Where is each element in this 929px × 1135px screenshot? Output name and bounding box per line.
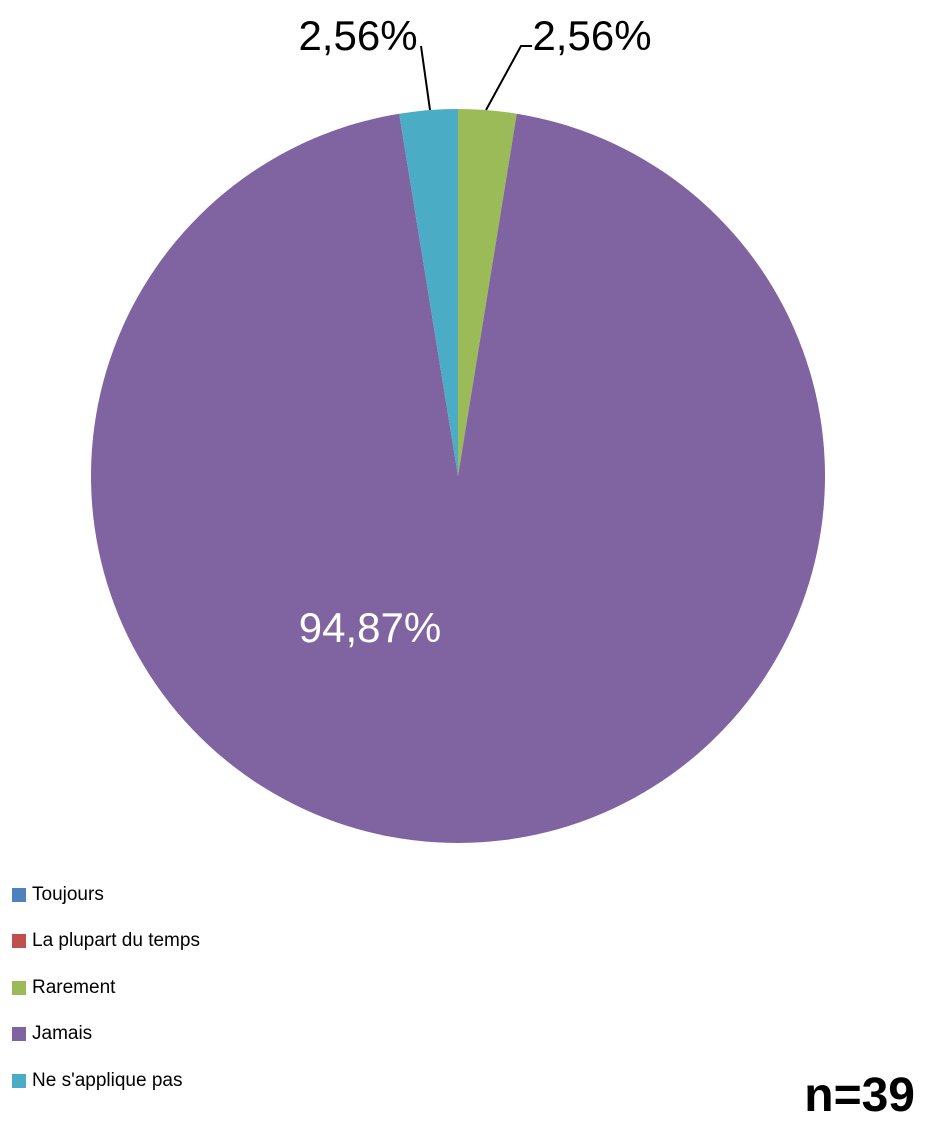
pie-chart: 2,56% 94,87% 2,56%: [90, 12, 826, 843]
legend-swatch: [12, 934, 26, 948]
pie-slice-jamais: [90, 113, 826, 843]
legend: Toujours La plupart du temps Rarement Jamai…: [12, 883, 200, 1116]
data-label-jamais: 94,87%: [299, 604, 441, 651]
legend-swatch: [12, 1073, 26, 1088]
data-labels: 2,56% 94,87% 2,56%: [298, 12, 651, 651]
pie-slice-rarement: [458, 109, 517, 476]
leader-line-rarement: [485, 45, 532, 111]
legend-item-ne-s-applique-pas: Ne s'applique pas: [12, 1069, 200, 1092]
legend-swatch: [12, 1027, 26, 1041]
legend-item-jamais: Jamais: [12, 1023, 200, 1046]
legend-item-toujours: Toujours: [12, 883, 200, 906]
legend-label: Jamais: [32, 1023, 93, 1044]
sample-size-label: n=39: [804, 1069, 915, 1122]
legend-swatch: [12, 980, 26, 995]
legend-label: La plupart du temps: [32, 930, 200, 951]
data-label-rarement: 2,56%: [532, 12, 651, 59]
leader-line-ne-s-applique-pas: [420, 45, 431, 111]
legend-item-la-plupart-du-temps: La plupart du temps: [12, 930, 200, 953]
legend-label: Ne s'applique pas: [32, 1069, 183, 1091]
legend-item-rarement: Rarement: [12, 976, 200, 999]
legend-label: Rarement: [32, 976, 116, 998]
pie-slices: [90, 109, 826, 843]
data-label-ne-s-applique-pas: 2,56%: [298, 12, 417, 59]
pie-slice-ne-s-applique-pas: [399, 109, 458, 476]
legend-label: Toujours: [32, 883, 104, 905]
leader-lines: [420, 45, 532, 111]
legend-swatch: [12, 887, 26, 902]
